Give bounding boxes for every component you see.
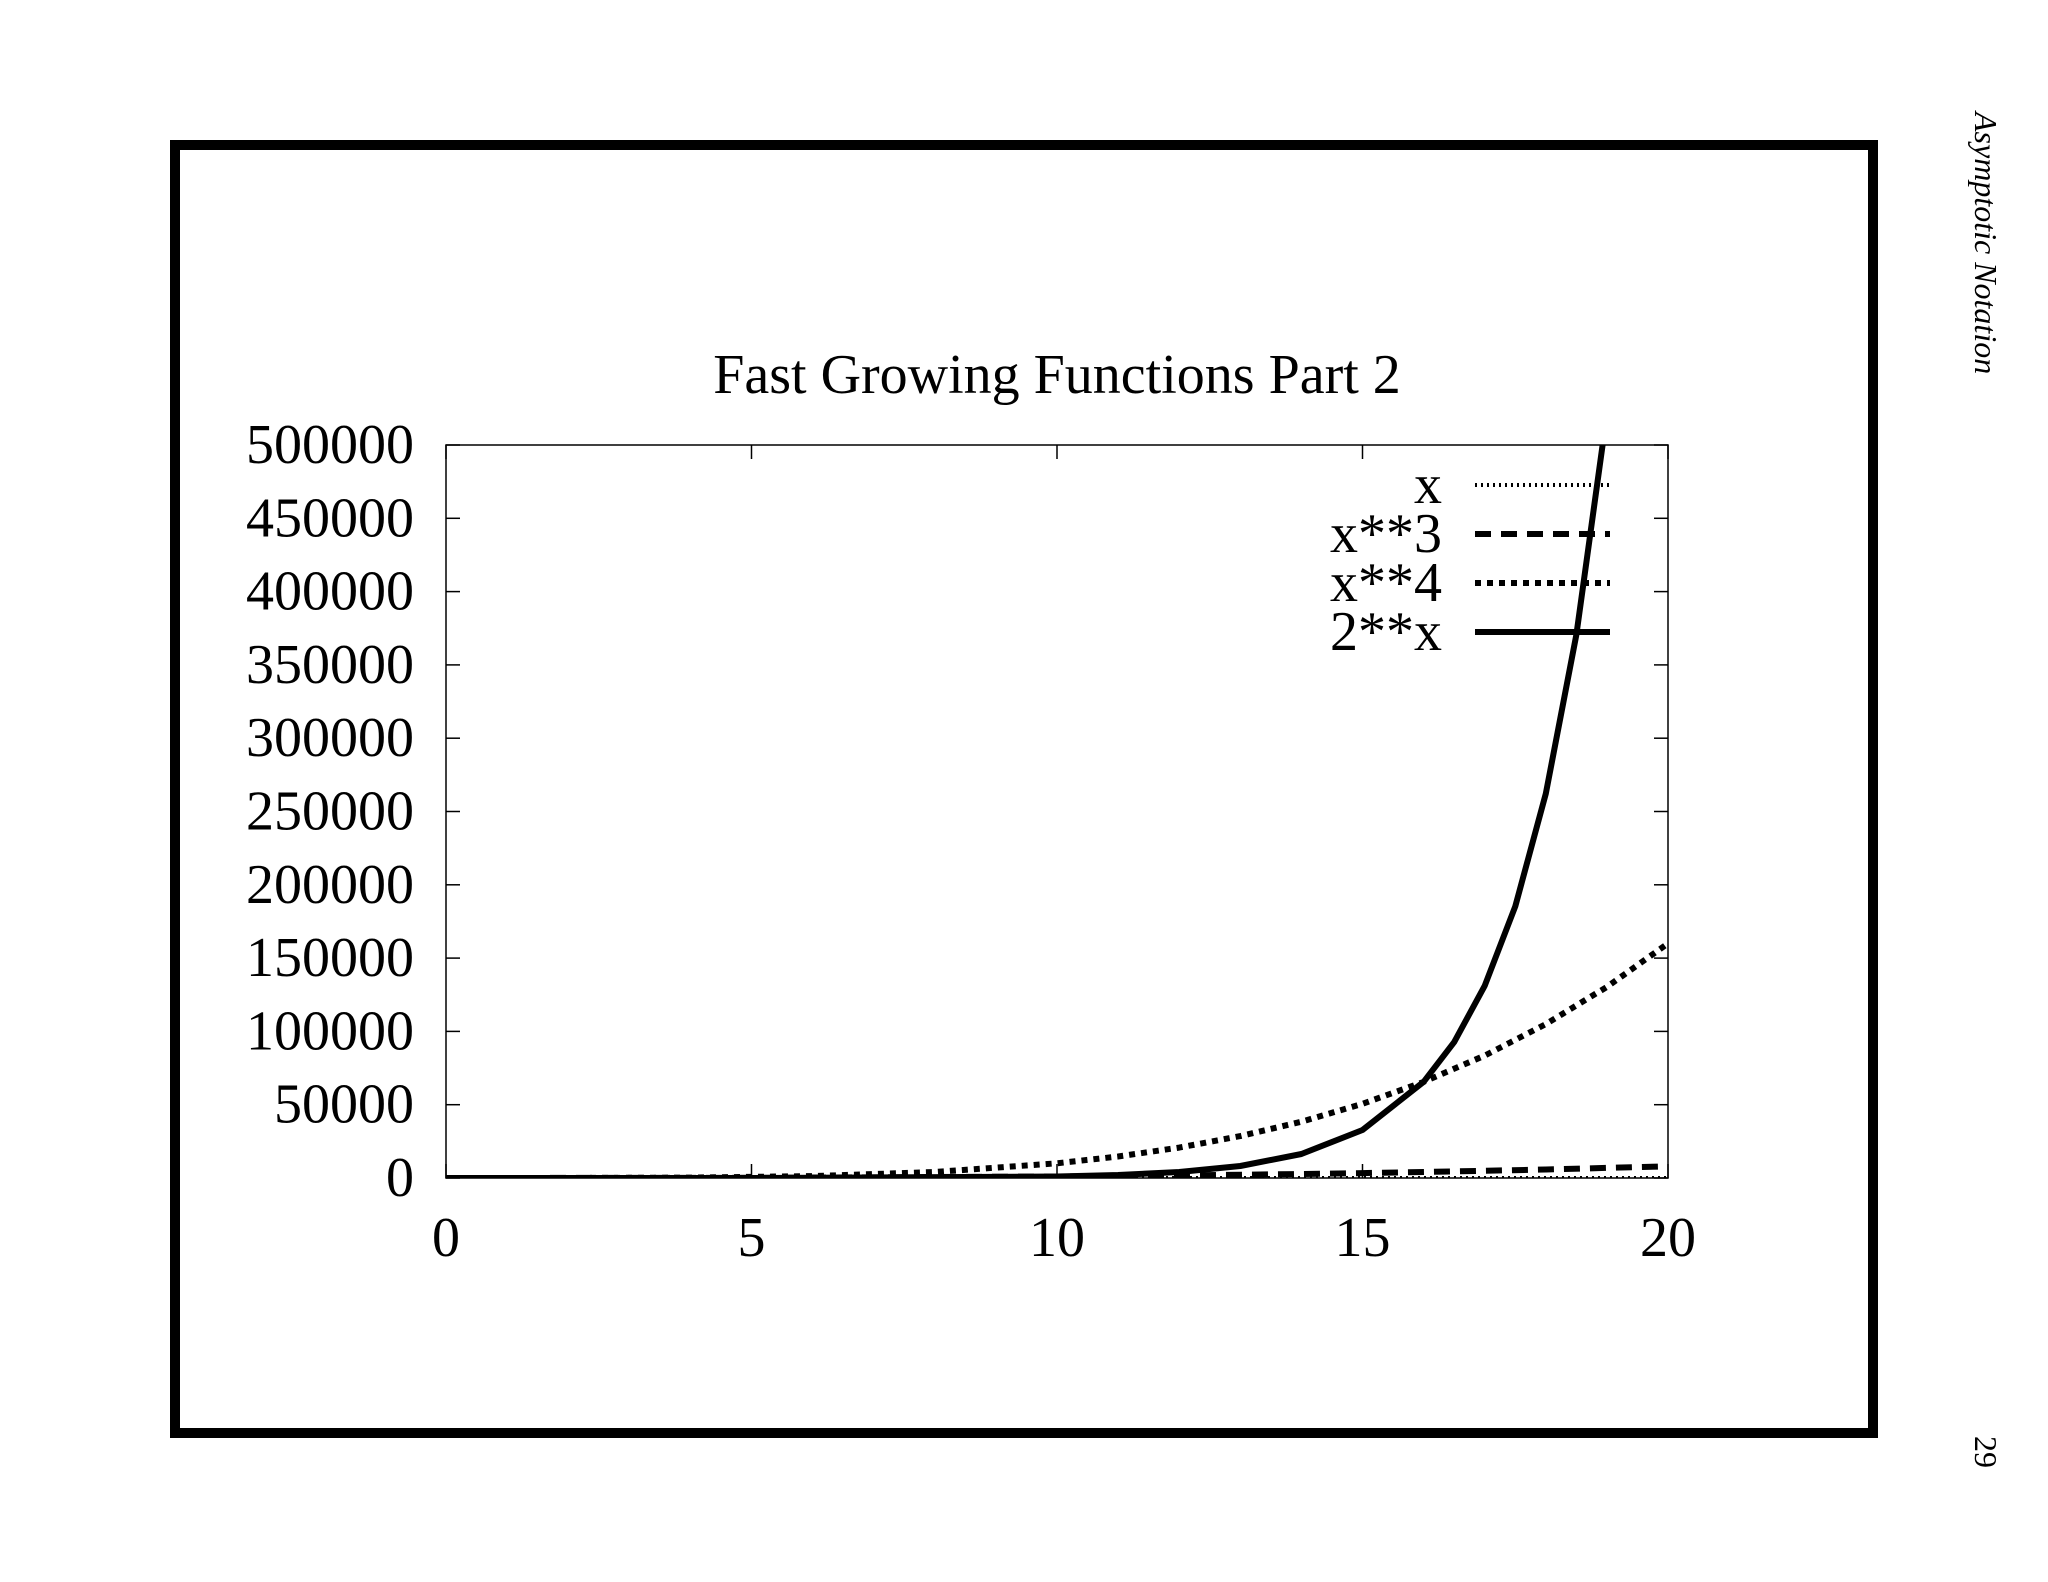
x-tick-label: 15	[1335, 1207, 1391, 1269]
plot-area: 0 50000 100000 150000 200000 250000 300000 3500…	[246, 414, 1696, 1269]
y-tick-label: 400000	[246, 561, 414, 623]
y-tick-label: 200000	[246, 854, 414, 916]
chart-title: Fast Growing Functions Part 2	[713, 344, 1401, 406]
y-tick-label: 0	[386, 1147, 414, 1209]
side-header: Asymptotic Notation	[1968, 112, 2004, 375]
x-tick-label: 5	[738, 1207, 766, 1269]
y-tick-label: 350000	[246, 634, 414, 696]
x-tick-label: 20	[1640, 1207, 1696, 1269]
slide-frame	[170, 140, 1878, 1438]
y-tick-label: 300000	[246, 707, 414, 769]
page-number: 29	[1968, 1436, 2004, 1468]
plot-border	[445, 444, 1669, 1179]
x-tick-label: 10	[1029, 1207, 1085, 1269]
legend-label: x	[1414, 454, 1442, 516]
x-tick-label: 0	[432, 1207, 460, 1269]
y-tick-label: 450000	[246, 487, 414, 549]
y-tick-label: 150000	[246, 927, 414, 989]
y-tick-label: 100000	[246, 1000, 414, 1062]
y-tick-label: 50000	[274, 1074, 414, 1136]
legend-label: 2**x	[1330, 601, 1442, 663]
legend-label: x**3	[1330, 503, 1442, 565]
y-tick-label: 250000	[246, 781, 414, 843]
legend-label: x**4	[1330, 552, 1442, 614]
series-line-4	[446, 445, 1606, 1178]
legend: xx**3x**42**x	[1330, 454, 1610, 663]
y-tick-label: 500000	[246, 414, 414, 476]
